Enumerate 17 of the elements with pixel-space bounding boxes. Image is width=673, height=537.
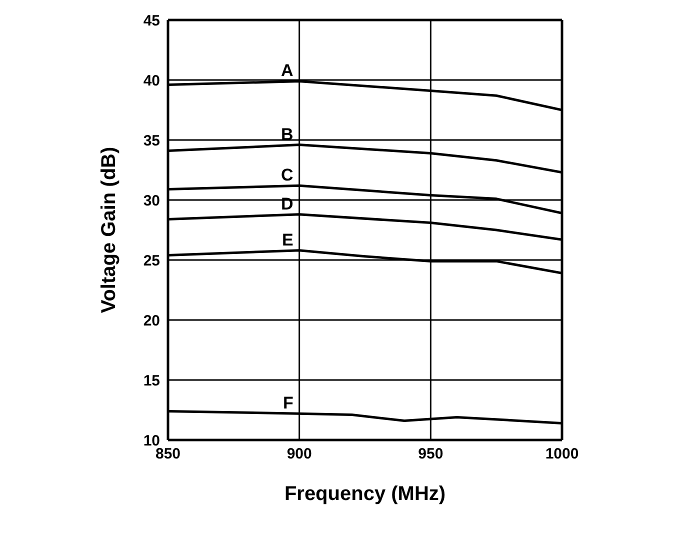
x-tick-label: 950 <box>418 446 444 463</box>
x-tick-label: 1000 <box>545 446 579 463</box>
y-tick-label: 25 <box>143 252 160 270</box>
series-label: B <box>281 124 294 144</box>
x-tick-label: 900 <box>286 446 312 463</box>
y-tick-label: 15 <box>143 372 160 390</box>
series-label: E <box>282 230 294 250</box>
x-axis-title: Frequency (MHz) <box>284 483 446 505</box>
y-tick-label: 45 <box>143 12 160 30</box>
y-axis-title: Voltage Gain (dB) <box>98 146 120 314</box>
series-label: F <box>282 394 294 413</box>
y-tick-label: 40 <box>143 72 160 90</box>
y-tick-label: 30 <box>143 192 160 210</box>
series-label: C <box>281 166 294 185</box>
y-tick-label: 20 <box>143 312 160 330</box>
y-tick-label: 35 <box>143 132 160 150</box>
series-label: A <box>281 61 294 80</box>
